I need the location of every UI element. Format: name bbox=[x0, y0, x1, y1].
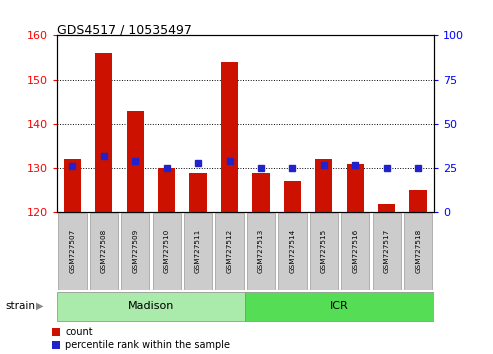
Bar bbox=[347, 164, 364, 212]
Bar bbox=[221, 62, 238, 212]
Bar bbox=[64, 159, 81, 212]
Text: GSM727515: GSM727515 bbox=[321, 229, 327, 273]
Bar bbox=[57, 292, 245, 321]
Text: GSM727513: GSM727513 bbox=[258, 229, 264, 273]
Bar bbox=[184, 213, 212, 290]
Bar bbox=[152, 213, 181, 290]
Bar bbox=[310, 213, 338, 290]
Bar bbox=[284, 181, 301, 212]
Bar bbox=[341, 213, 369, 290]
Bar bbox=[247, 213, 275, 290]
Text: Madison: Madison bbox=[128, 301, 174, 311]
Text: GDS4517 / 10535497: GDS4517 / 10535497 bbox=[57, 23, 192, 36]
Bar bbox=[90, 213, 118, 290]
Text: strain: strain bbox=[5, 301, 35, 311]
Text: GSM727512: GSM727512 bbox=[227, 229, 233, 273]
Bar bbox=[378, 204, 395, 212]
Bar bbox=[245, 292, 434, 321]
Bar bbox=[58, 213, 87, 290]
Text: GSM727511: GSM727511 bbox=[195, 229, 201, 273]
Bar bbox=[278, 213, 307, 290]
Text: GSM727516: GSM727516 bbox=[352, 229, 358, 273]
Bar bbox=[121, 213, 149, 290]
Text: GSM727514: GSM727514 bbox=[289, 229, 295, 273]
Text: GSM727518: GSM727518 bbox=[415, 229, 421, 273]
Text: ▶: ▶ bbox=[35, 301, 43, 311]
Text: GSM727510: GSM727510 bbox=[164, 229, 170, 273]
Bar bbox=[373, 213, 401, 290]
Text: ICR: ICR bbox=[330, 301, 349, 311]
Bar bbox=[189, 172, 207, 212]
Bar bbox=[315, 159, 332, 212]
Bar bbox=[252, 172, 270, 212]
Text: GSM727517: GSM727517 bbox=[384, 229, 389, 273]
Text: GSM727509: GSM727509 bbox=[132, 229, 138, 273]
Text: GSM727507: GSM727507 bbox=[70, 229, 75, 273]
Bar bbox=[215, 213, 244, 290]
Text: GSM727508: GSM727508 bbox=[101, 229, 107, 273]
Legend: count, percentile rank within the sample: count, percentile rank within the sample bbox=[52, 327, 230, 350]
Bar bbox=[404, 213, 432, 290]
Bar bbox=[95, 53, 112, 212]
Bar bbox=[158, 168, 176, 212]
Bar bbox=[127, 110, 144, 212]
Bar bbox=[410, 190, 427, 212]
